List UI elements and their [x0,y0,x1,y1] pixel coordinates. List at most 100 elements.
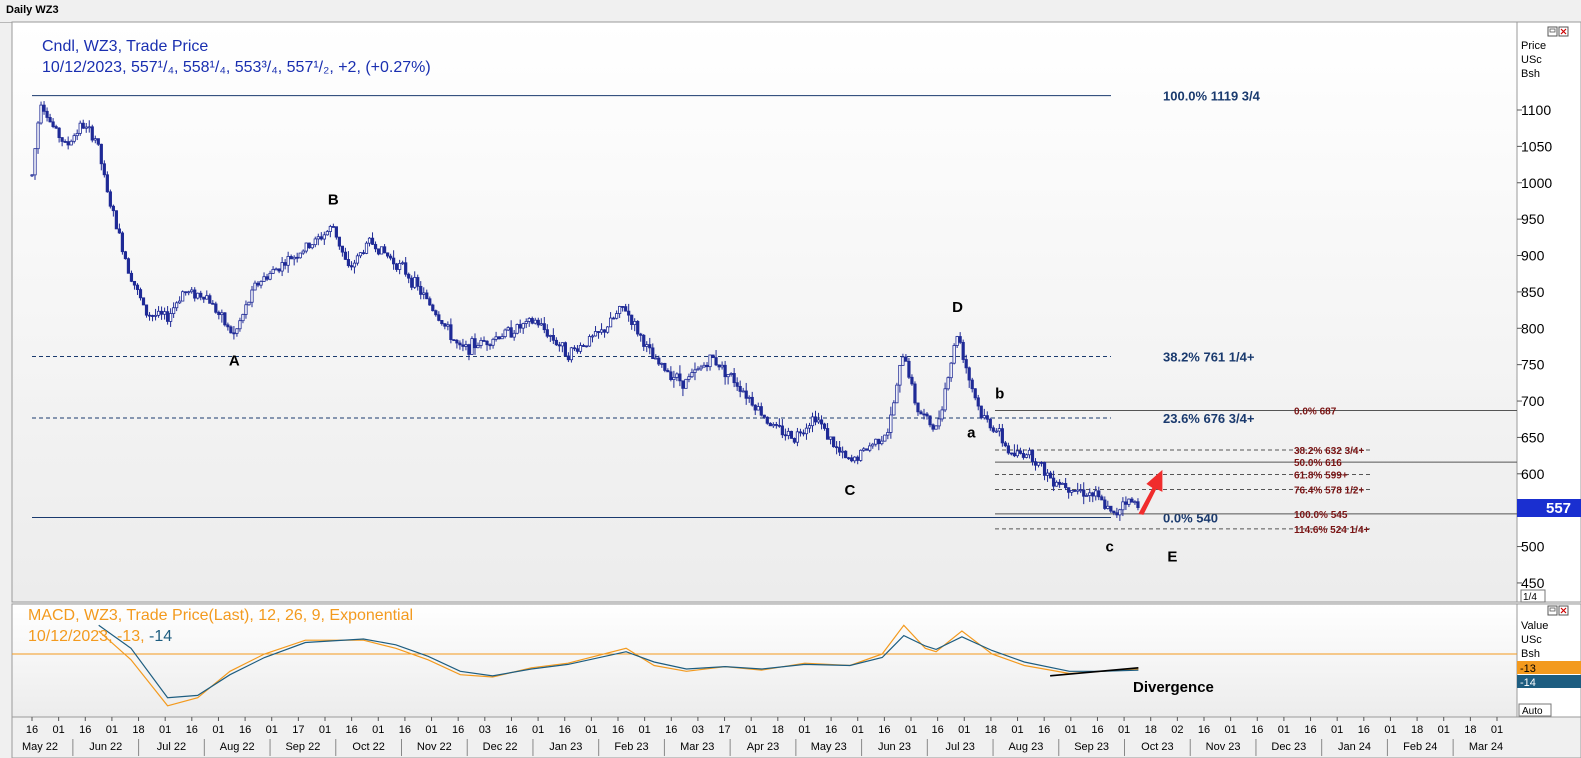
candle-body [946,377,950,390]
time-axis-day-label: 01 [1384,724,1396,736]
divergence-trendline[interactable] [1050,667,1139,677]
time-axis-month-label: Oct 23 [1141,741,1173,753]
time-axis-day-label: 01 [1331,724,1343,736]
time-axis-day-label: 16 [1358,724,1370,736]
time-axis-day-label: 18 [985,724,997,736]
candle-body [1064,483,1068,489]
candle-body [967,367,971,381]
candle-body [395,263,399,270]
candle-body [642,334,646,347]
candle-body [663,362,667,371]
candle-body [87,126,91,129]
candle-body [780,425,784,436]
candle-body [657,357,661,365]
candle-body [853,456,857,462]
candle-body [464,344,468,347]
candle-body [250,289,254,303]
candle-body [521,323,525,329]
candle-body [874,438,878,445]
candle-body [268,272,272,280]
price-axis-tick-label: 900 [1521,248,1545,264]
time-axis-day-label: 01 [1065,724,1077,736]
time-axis-day-label: 01 [1225,724,1237,736]
candle-body [970,379,974,390]
candle-body [340,245,344,253]
candle-body [536,319,540,326]
candle-body [1045,472,1050,476]
time-axis-day-label: 16 [505,724,517,736]
time-axis-day-label: 01 [53,724,65,736]
candle-body [81,122,85,129]
candle-body [1097,490,1101,498]
candle-body [413,277,417,288]
time-axis-day-label: 01 [905,724,917,736]
time-axis-month-label: Jul 22 [157,741,186,753]
candle-body [440,320,444,325]
page-indicator-button[interactable]: 1/4 [1520,589,1546,603]
candle-body [346,259,351,267]
candle-body [850,457,854,462]
price-axis-tick-label: 1000 [1521,175,1552,191]
time-axis-month-label: Jan 23 [549,741,582,753]
signal-value-tag: -14 [1517,675,1581,689]
candle-body [973,388,977,399]
candle-body [931,424,935,430]
macd-line [98,624,1139,707]
window-title: Daily WZ3 [6,4,59,16]
candle-body [681,380,685,389]
price-panel-minimize-button[interactable] [1547,26,1558,37]
candle-body [916,402,920,413]
time-axis-day-label: 01 [958,724,970,736]
candle-body [135,284,140,290]
candle-body [696,368,700,371]
elliott-wave-label: a [967,425,976,442]
candle-body [1006,445,1010,454]
candle-body [274,268,278,271]
time-axis-day-label: 16 [1198,724,1210,736]
time-axis-month-label: Mar 23 [680,741,714,753]
candle-body [615,313,619,319]
candle-body [84,126,88,129]
time-axis-month-label: Jan 24 [1338,741,1371,753]
candle-body [813,416,818,423]
candle-body [979,405,983,419]
candle-body [202,296,206,300]
auto-scale-button[interactable]: Auto [1518,703,1552,717]
candle-body [159,310,164,315]
candle-body [771,424,775,427]
macd-panel-close-button[interactable] [1558,605,1569,616]
time-axis-day-label: 18 [772,724,784,736]
candle-body [295,256,299,259]
candlestick-series [30,101,1140,521]
candle-body [256,282,260,286]
price-axis-tick-label: 950 [1521,211,1545,227]
candle-body [214,303,218,313]
candle-body [66,141,70,146]
candle-body [991,427,995,432]
candle-body [720,364,724,368]
time-axis-day-label: 18 [1411,724,1423,736]
candle-body [560,342,564,347]
time-axis-day-label: 18 [1464,724,1476,736]
candle-body [1018,450,1023,454]
candle-body [355,255,360,264]
candle-body [196,292,200,299]
candle-body [235,328,239,334]
candle-body [732,373,736,384]
time-axis-day-label: 16 [825,724,837,736]
candle-body [738,385,742,392]
macd-panel-minimize-button[interactable] [1547,605,1558,616]
candle-body [744,390,748,399]
time-axis-day-label: 16 [399,724,411,736]
price-axis-header-unit: USc [1521,54,1542,66]
macd-legend-title: MACD, WZ3, Trade Price(Last), 12, 26, 9,… [28,607,413,624]
candle-body [618,306,622,314]
candle-body [1015,450,1020,457]
candle-body [226,324,230,328]
candle-body [633,321,637,325]
candle-body [337,236,341,247]
candle-body [729,373,733,375]
price-panel-close-button[interactable] [1558,26,1569,37]
candle-body [515,324,519,334]
